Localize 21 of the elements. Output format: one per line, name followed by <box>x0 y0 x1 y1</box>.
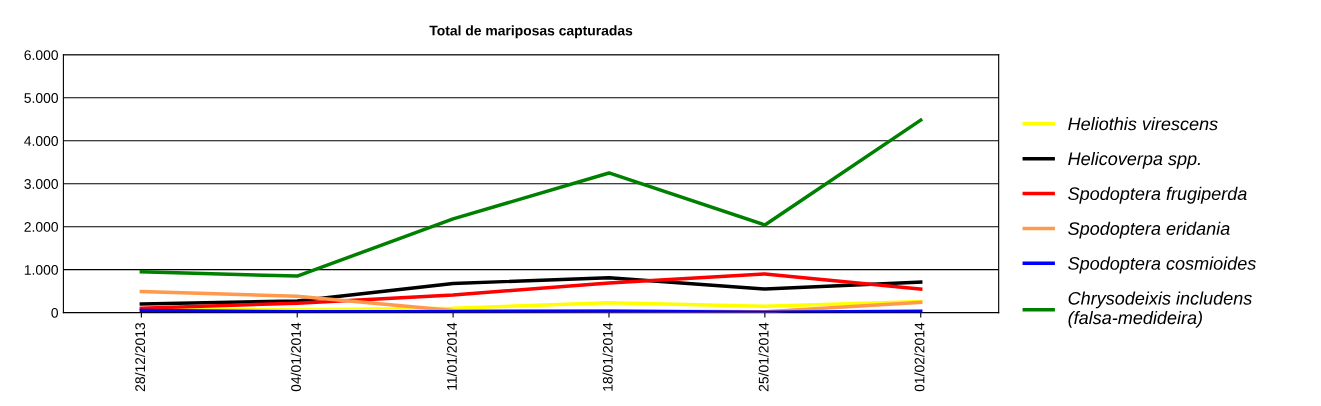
x-tick-label: 28/12/2013 <box>134 322 146 392</box>
legend-label: Spodoptera eridania <box>1068 221 1230 239</box>
chart-title: Total de mariposas capturadas <box>429 25 633 39</box>
x-tick-label: 18/01/2014 <box>602 322 613 391</box>
legend-label: Chrysodeixis includens (falsa-medideira) <box>1068 291 1252 328</box>
x-tick-label: 25/01/2014 <box>758 322 769 392</box>
legend-label: Helicoverpa spp. <box>1068 151 1200 169</box>
legend-label: Heliothis virescens <box>1068 117 1218 131</box>
y-tick-label: 0 <box>51 307 58 318</box>
y-tick-label: 6.000 <box>24 50 59 60</box>
y-tick-label: 3.000 <box>24 179 59 189</box>
y-tick-label: 1.000 <box>24 264 59 275</box>
legend-label: Spodoptera frugiperda <box>1068 186 1247 204</box>
line-series <box>139 118 923 278</box>
y-tick-label: 5.000 <box>24 93 59 103</box>
y-tick-label: 4.000 <box>24 136 59 146</box>
x-tick-label: 11/01/2014 <box>446 322 457 390</box>
legend-label: Spodoptera cosmioides <box>1068 256 1256 274</box>
x-tick-label: 04/01/2014 <box>290 322 301 392</box>
y-tick-label: 2.000 <box>24 222 59 232</box>
x-tick-label: 01/02/2014 <box>914 322 925 392</box>
